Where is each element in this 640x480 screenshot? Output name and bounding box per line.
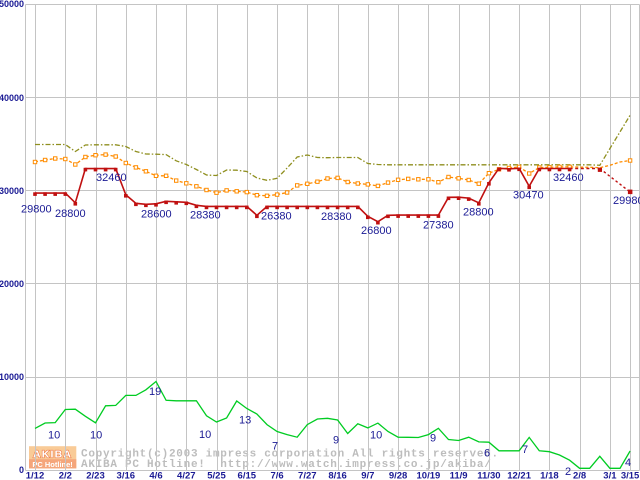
svg-text:32460: 32460 <box>96 172 127 184</box>
svg-text:27380: 27380 <box>423 220 454 232</box>
svg-text:7: 7 <box>272 441 278 453</box>
svg-text:1/18: 1/18 <box>540 470 559 480</box>
svg-text:3/1: 3/1 <box>603 470 617 480</box>
svg-text:10000: 10000 <box>0 372 24 382</box>
svg-text:3/15: 3/15 <box>621 470 640 480</box>
svg-text:28380: 28380 <box>321 211 352 223</box>
svg-text:32460: 32460 <box>553 172 584 184</box>
svg-text:4/6: 4/6 <box>149 470 162 480</box>
svg-text:19: 19 <box>149 386 161 398</box>
svg-text:29980: 29980 <box>613 195 640 207</box>
svg-text:28380: 28380 <box>190 210 221 222</box>
svg-text:8/16: 8/16 <box>328 470 347 480</box>
svg-text:4/27: 4/27 <box>177 470 196 480</box>
svg-text:26380: 26380 <box>261 211 292 223</box>
svg-text:6: 6 <box>484 448 490 460</box>
svg-text:12/21: 12/21 <box>507 470 531 480</box>
svg-text:28800: 28800 <box>463 207 494 219</box>
svg-text:20000: 20000 <box>0 279 24 289</box>
svg-text:40000: 40000 <box>0 93 24 103</box>
svg-text:2: 2 <box>565 466 571 478</box>
svg-text:9/28: 9/28 <box>389 470 408 480</box>
svg-text:6/15: 6/15 <box>238 470 257 480</box>
svg-text:0: 0 <box>19 465 24 475</box>
svg-text:10/19: 10/19 <box>417 470 441 480</box>
svg-text:1/12: 1/12 <box>26 470 45 480</box>
svg-text:11/30: 11/30 <box>477 470 500 480</box>
svg-text:AKIBA PC Hotline! http://www.: AKIBA PC Hotline! http://www.watch.impre… <box>81 459 492 471</box>
svg-text:11/9: 11/9 <box>450 470 468 480</box>
svg-text:10: 10 <box>48 430 60 442</box>
svg-text:7: 7 <box>522 444 528 456</box>
svg-text:9/7: 9/7 <box>361 470 374 480</box>
svg-text:9: 9 <box>430 433 436 445</box>
svg-text:10: 10 <box>370 430 382 442</box>
svg-text:29800: 29800 <box>21 204 52 216</box>
svg-text:3/16: 3/16 <box>117 470 136 480</box>
svg-text:26800: 26800 <box>361 225 392 237</box>
svg-text:13: 13 <box>239 415 251 427</box>
svg-text:Copyright(c)2003 impress corpo: Copyright(c)2003 impress corporation All… <box>81 448 499 460</box>
svg-text:28600: 28600 <box>141 209 172 221</box>
svg-text:AKIBA: AKIBA <box>33 448 72 460</box>
svg-text:50000: 50000 <box>0 0 24 9</box>
svg-text:7/6: 7/6 <box>270 470 283 480</box>
svg-text:10: 10 <box>90 430 102 442</box>
svg-text:30470: 30470 <box>513 190 544 202</box>
svg-text:7/27: 7/27 <box>298 470 317 480</box>
svg-text:PC Hotline!: PC Hotline! <box>32 460 72 469</box>
svg-text:5/25: 5/25 <box>207 470 226 480</box>
svg-text:30000: 30000 <box>0 186 24 196</box>
svg-text:4: 4 <box>625 457 631 469</box>
svg-text:2/8: 2/8 <box>573 470 586 480</box>
svg-text:2/2: 2/2 <box>59 470 72 480</box>
svg-text:28800: 28800 <box>55 208 86 220</box>
svg-text:2/23: 2/23 <box>86 470 105 480</box>
svg-text:10: 10 <box>199 429 211 441</box>
svg-text:9: 9 <box>333 435 339 447</box>
